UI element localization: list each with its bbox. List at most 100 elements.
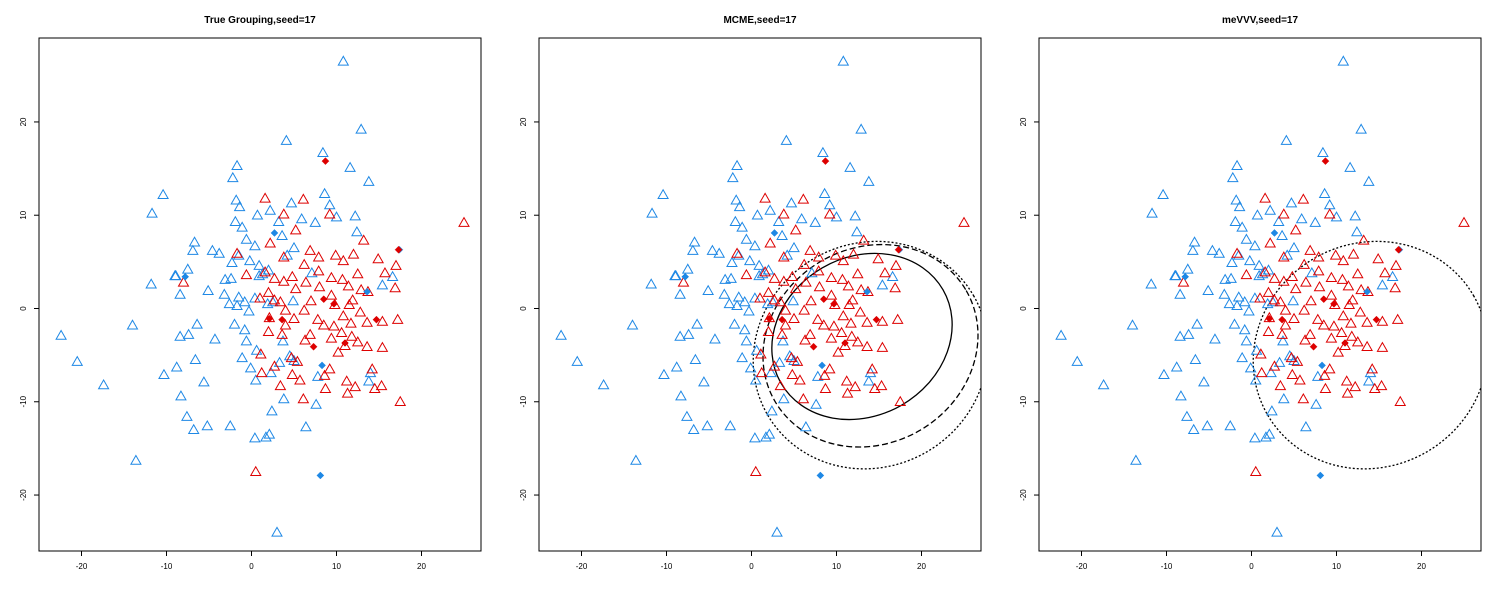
red-triangle-point xyxy=(1277,251,1290,262)
y-tick-label: -10 xyxy=(519,395,528,407)
blue-triangle-point xyxy=(646,207,658,218)
red-triangle-point xyxy=(832,346,845,357)
x-tick-label: 20 xyxy=(417,562,426,571)
y-tick-label: 20 xyxy=(519,117,528,126)
red-triangle-point xyxy=(276,328,288,339)
blue-triangle-point xyxy=(243,254,256,266)
red-triangle-point xyxy=(349,380,362,392)
red-triangle-point xyxy=(323,363,336,374)
red-triangle-point xyxy=(294,374,306,385)
blue-triangle-point xyxy=(249,374,262,385)
blue-triangle-point xyxy=(309,216,322,227)
blue-triangle-point xyxy=(300,420,312,432)
blue-triangle-point xyxy=(250,344,263,355)
blue-triangle-point xyxy=(698,376,710,387)
red-triangle-point xyxy=(297,392,310,404)
red-triangle-point xyxy=(1376,341,1389,352)
blue-triangle-point xyxy=(776,229,788,240)
red-triangle-point xyxy=(1345,330,1358,341)
blue-diamond-point xyxy=(363,287,371,296)
red-triangle-point xyxy=(1335,326,1348,337)
blue-triangle-point xyxy=(817,146,829,157)
blue-triangle-point xyxy=(55,329,67,340)
red-diamond-point xyxy=(872,315,881,324)
blue-triangle-point xyxy=(1362,375,1375,386)
blue-triangle-point xyxy=(1191,318,1203,329)
red-triangle-point xyxy=(786,368,799,379)
blue-triangle-point xyxy=(1318,187,1331,199)
y-tick-label: -20 xyxy=(519,489,528,501)
blue-triangle-point xyxy=(1309,216,1322,227)
red-triangle-point xyxy=(288,312,300,324)
red-triangle-point xyxy=(841,387,854,398)
red-triangle-point xyxy=(304,244,317,255)
red-triangle-point xyxy=(857,234,870,245)
blue-triangle-point xyxy=(674,330,686,341)
red-triangle-point xyxy=(789,282,802,294)
red-triangle-point xyxy=(1294,374,1306,385)
blue-triangle-point xyxy=(862,375,875,386)
red-triangle-point xyxy=(794,374,806,385)
red-triangle-point xyxy=(361,340,373,351)
y-tick-label: 10 xyxy=(19,210,28,219)
blue-triangle-point xyxy=(1226,256,1238,268)
blue-triangle-point xyxy=(295,212,308,224)
red-triangle-point xyxy=(1354,306,1367,317)
blue-triangle-point xyxy=(1305,267,1318,278)
red-triangle-point xyxy=(818,369,831,380)
blue-triangle-point xyxy=(1230,194,1243,205)
red-triangle-point xyxy=(876,341,889,352)
blue-triangle-point xyxy=(263,428,276,439)
blue-triangle-point xyxy=(811,370,824,381)
red-triangle-point xyxy=(1355,283,1368,295)
blue-triangle-point xyxy=(785,197,798,208)
red-triangle-point xyxy=(891,313,904,324)
blue-triangle-point xyxy=(718,288,731,299)
blue-triangle-point xyxy=(225,272,237,283)
blue-triangle-point xyxy=(337,55,350,66)
red-triangle-point xyxy=(268,272,281,283)
red-triangle-point xyxy=(777,275,790,286)
red-triangle-point xyxy=(313,281,326,292)
blue-triangle-point xyxy=(773,356,786,367)
red-triangle-point xyxy=(325,271,338,282)
blue-triangle-point xyxy=(228,318,241,329)
blue-triangle-point xyxy=(1238,323,1251,335)
red-triangle-point xyxy=(1268,360,1281,371)
red-triangle-point xyxy=(329,249,342,260)
blue-triangle-point xyxy=(1231,159,1243,171)
blue-triangle-point xyxy=(1236,221,1249,232)
plot-area xyxy=(55,55,470,537)
blue-triangle-point xyxy=(351,225,363,237)
red-triangle-point xyxy=(1347,248,1360,259)
red-triangle-point xyxy=(1325,332,1338,343)
red-triangle-point xyxy=(1289,224,1302,235)
panel-title: True Grouping,seed=17 xyxy=(204,15,316,26)
x-tick-label: 10 xyxy=(332,562,341,571)
blue-triangle-point xyxy=(158,368,170,379)
red-triangle-point xyxy=(843,298,856,310)
y-tick-label: 20 xyxy=(1019,117,1028,126)
blue-triangle-point xyxy=(818,187,831,199)
red-triangle-point xyxy=(1298,304,1311,315)
blue-triangle-point xyxy=(728,318,741,329)
blue-triangle-point xyxy=(97,378,110,390)
blue-triangle-point xyxy=(795,212,808,224)
red-diamond-point xyxy=(1309,342,1318,351)
red-diamond-point xyxy=(1265,314,1274,323)
blue-triangle-point xyxy=(1181,410,1193,421)
red-diamond-point xyxy=(809,342,818,351)
red-triangle-point xyxy=(800,276,812,287)
red-triangle-point xyxy=(345,330,358,341)
red-triangle-point xyxy=(347,248,360,259)
red-triangle-point xyxy=(1304,244,1317,255)
blue-triangle-point xyxy=(277,335,289,346)
blue-triangle-point xyxy=(249,292,261,303)
red-triangle-point xyxy=(798,258,811,269)
blue-triangle-point xyxy=(1355,123,1368,134)
blue-triangle-point xyxy=(862,175,875,186)
blue-triangle-point xyxy=(764,204,777,215)
red-triangle-point xyxy=(1274,379,1287,391)
red-triangle-point xyxy=(754,292,766,303)
